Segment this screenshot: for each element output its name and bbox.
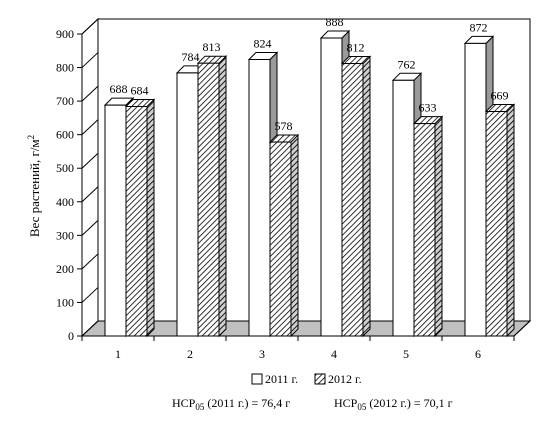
y-axis: 0 100 200 300 400 500 600 700 800 900	[56, 18, 99, 343]
data-label: 633	[419, 101, 437, 115]
x-tick-label: 3	[259, 347, 265, 361]
bar-front	[104, 104, 127, 337]
x-tick-label: 2	[187, 347, 193, 361]
y-tick-label: 700	[56, 94, 74, 108]
legend-label-2012: 2012 г.	[328, 372, 362, 386]
bars	[103, 29, 516, 338]
x-tick-label: 1	[115, 347, 121, 361]
data-label: 669	[491, 89, 509, 103]
bar-front	[392, 79, 415, 337]
y-tick-label: 400	[56, 195, 74, 209]
y-tick-depth	[81, 52, 99, 68]
legend: 2011 г. 2012 г.	[251, 372, 362, 386]
data-label: 813	[203, 40, 221, 54]
data-label: 684	[131, 83, 149, 97]
bar-2012	[124, 98, 156, 338]
y-tick-depth	[81, 186, 99, 203]
data-label: 762	[398, 57, 416, 71]
hcp-note-2011: НСР05 (2011 г.) = 76,4 г	[172, 396, 290, 412]
bar-2012	[412, 115, 444, 338]
data-label: 872	[470, 20, 488, 34]
bar-front	[125, 105, 148, 337]
y-tick-label: 600	[56, 128, 74, 142]
x-axis-depth	[513, 320, 531, 337]
bar-front	[464, 42, 487, 337]
y-tick-label: 0	[68, 329, 74, 343]
bar-side	[146, 98, 155, 338]
data-label: 688	[110, 82, 128, 96]
bar-2012	[196, 54, 228, 338]
bar-front	[320, 37, 343, 337]
y-tick-depth	[81, 253, 99, 270]
bar-front	[197, 62, 220, 337]
legend-swatch-2012	[314, 373, 326, 385]
y-tick-depth	[81, 18, 99, 35]
y-tick-depth	[81, 152, 99, 169]
x-tick-label: 4	[331, 347, 337, 361]
x-tick-label: 6	[475, 347, 481, 361]
bar-front	[269, 141, 292, 337]
bar-front	[341, 63, 364, 337]
y-axis-title: Вес растений, г/м2	[26, 135, 42, 237]
side-wall	[81, 17, 99, 338]
y-tick-depth	[81, 287, 99, 303]
x-axis: 1 2 3 4 5 6	[81, 320, 531, 361]
y-tick-depth	[81, 219, 99, 236]
data-label: 888	[326, 15, 344, 29]
x-tick-label: 5	[403, 347, 409, 361]
y-tick-label: 200	[56, 262, 74, 276]
bar-side	[434, 115, 443, 338]
y-tick-label: 300	[56, 228, 74, 242]
data-label: 578	[275, 119, 293, 133]
y-tick-depth	[81, 119, 99, 136]
hcp-note-2012: НСР05 (2012 г.) = 70,1 г	[334, 396, 453, 412]
data-label: 784	[182, 50, 200, 64]
bar-side	[218, 54, 227, 338]
y-tick-label: 800	[56, 61, 74, 75]
y-tick-depth	[81, 320, 99, 337]
y-tick-label: 500	[56, 161, 74, 175]
bar-side	[362, 55, 371, 338]
legend-label-2011: 2011 г.	[265, 372, 298, 386]
y-tick-depth	[81, 85, 99, 102]
bar-2012	[340, 55, 372, 338]
bar-front	[248, 59, 271, 337]
data-label: 824	[254, 37, 272, 51]
data-label: 812	[347, 41, 365, 55]
legend-swatch-2011	[251, 373, 263, 385]
bar-front	[485, 111, 508, 337]
bar-front	[176, 72, 199, 337]
y-tick-label: 900	[56, 27, 74, 41]
bar-front	[413, 123, 436, 337]
bar-side	[290, 133, 299, 338]
bar-side	[506, 103, 515, 338]
bar-2012	[484, 103, 516, 338]
y-tick-label: 100	[56, 295, 74, 309]
bar-2012	[268, 133, 300, 338]
